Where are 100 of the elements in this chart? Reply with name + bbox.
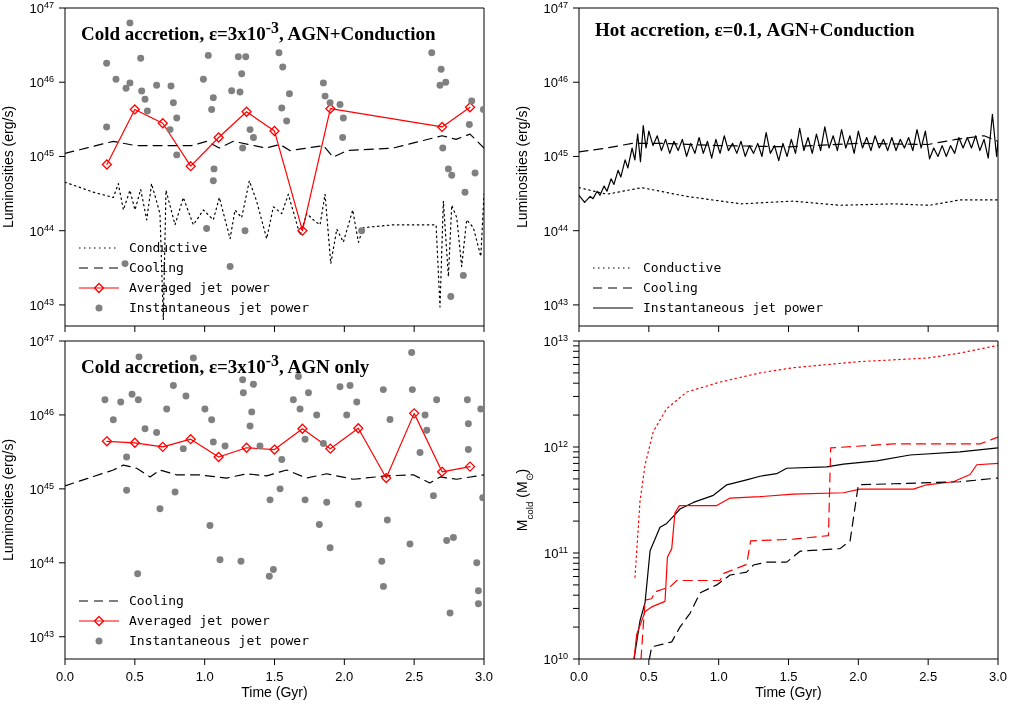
point [461,188,469,196]
point [447,292,455,300]
point [464,461,476,472]
point [129,104,140,115]
point [213,132,224,143]
point [326,99,334,107]
point [157,118,168,129]
point [199,75,207,83]
point [103,59,111,67]
point [166,126,174,134]
point [169,99,177,107]
point [208,105,216,113]
point [442,78,450,86]
point [241,106,252,117]
point [141,95,149,103]
point [339,114,347,122]
point [325,443,336,454]
text: Hot accretion, ε=0.1, AGN+Conduction [595,19,915,41]
x-tick-label: 1.5 [265,669,284,684]
point [173,151,181,159]
point [269,444,280,455]
y-tick-label: 10$^{44}$ [29,554,54,571]
point [122,84,130,92]
point [339,134,347,141]
point [103,123,111,131]
legend-label: Conductive [643,259,722,277]
point [336,101,344,109]
y-tick-label: 10$^{10}$ [543,651,568,667]
point [283,117,291,125]
point [210,165,218,173]
point [129,437,140,448]
x-tick-label: 1.0 [195,669,214,684]
x-tick-label: 3.0 [474,669,494,684]
y-tick-label: 10$^{13}$ [543,333,568,349]
x-tick-label: 2.5 [919,669,938,684]
legend-label: Cooling [643,279,698,297]
point [239,144,247,152]
point [436,81,444,89]
y-tick-label: 10$^{47}$ [29,333,54,349]
point [285,90,293,98]
y-tick-label: 10$^{47}$ [29,0,54,16]
x-tick-label: 0.5 [125,669,144,684]
point [157,441,168,453]
point [459,271,467,279]
y-axis-title: Luminosities (erg/s) [514,105,530,229]
y-tick-label: 10$^{45}$ [29,148,54,165]
point [468,97,476,105]
point [381,472,392,484]
point [101,436,113,447]
point [209,177,217,185]
point [439,144,447,152]
point [464,102,476,113]
y-tick-label: 10$^{47}$ [543,0,568,16]
y-tick-label: 10$^{11}$ [544,545,568,561]
x-tick-label: 1.5 [779,669,798,684]
point [242,53,250,61]
y-tick-label: 10$^{12}$ [543,439,568,455]
point [209,94,217,102]
x-tick-label: 2.5 [405,669,424,684]
point [238,70,246,78]
point [465,120,473,128]
point [241,227,249,235]
point [226,262,234,270]
x-tick-label: 2.0 [849,669,868,684]
point [249,134,257,141]
point [444,165,452,173]
x-tick-label: 2.0 [335,669,354,684]
point [321,92,329,100]
point [471,169,479,177]
point [275,49,283,57]
legend-label: Instantaneous jet power [643,299,824,317]
point [269,125,280,137]
point [297,423,308,434]
text: Cold accretion, ε=3x10$^{-3}$, AGN only [81,352,370,379]
point [126,79,134,87]
x-axis-title: Time (Gyr) [241,684,308,700]
y-tick-label: 10$^{46}$ [29,74,54,91]
y-tick-label: 10$^{45}$ [29,480,54,497]
point [236,88,244,96]
point [297,225,308,236]
y-tick-label: 10$^{46}$ [543,74,568,91]
legend-label: Instantaneous jet power [129,632,310,650]
point [358,227,366,235]
point [121,260,129,268]
y-tick-label: 10$^{44}$ [29,222,54,239]
y-tick-label: 10$^{43}$ [29,296,54,313]
point [436,121,448,133]
point [428,49,436,57]
point [437,65,445,73]
point [167,82,175,90]
legend-label: Averaged jet power [129,279,270,297]
point [213,451,224,463]
point [101,159,113,170]
point [279,63,287,71]
point [173,114,181,122]
x-tick-label: 0.0 [569,669,589,684]
y-tick-label: 10$^{45}$ [543,148,568,165]
point [319,79,327,87]
text: Cold accretion, ε=3x10$^{-3}$, AGN+Conduction [81,19,436,46]
line-series [634,344,998,578]
